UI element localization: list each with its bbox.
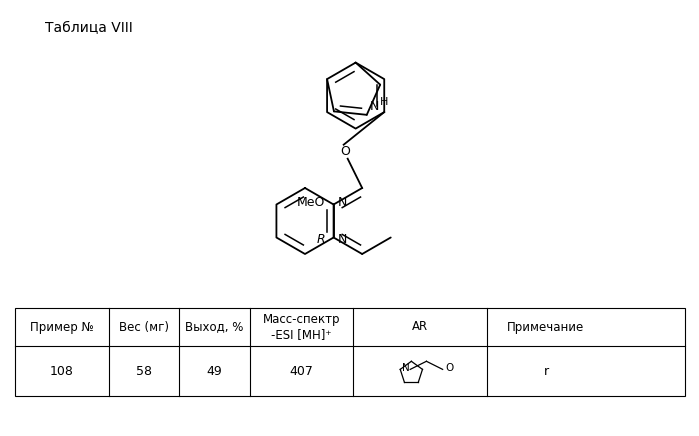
Text: Таблица VIII: Таблица VIII — [45, 21, 133, 35]
Text: 108: 108 — [50, 364, 74, 378]
Text: N: N — [338, 233, 347, 246]
Text: N: N — [402, 363, 410, 373]
Text: Пример №: Пример № — [30, 320, 94, 334]
Text: r: r — [543, 364, 549, 378]
Text: R: R — [317, 233, 326, 246]
Text: 49: 49 — [206, 364, 222, 378]
Text: 58: 58 — [136, 364, 152, 378]
Text: Вес (мг): Вес (мг) — [119, 320, 169, 334]
Text: 407: 407 — [289, 364, 313, 378]
Text: MeO: MeO — [297, 196, 326, 209]
Text: O: O — [446, 363, 454, 373]
Text: O: O — [340, 145, 351, 158]
Text: H: H — [380, 97, 388, 107]
Text: AR: AR — [412, 320, 428, 334]
Text: Масс-спектр
-ESI [MH]⁺: Масс-спектр -ESI [MH]⁺ — [263, 313, 340, 341]
Text: Выход, %: Выход, % — [185, 320, 243, 334]
Text: Примечание: Примечание — [507, 320, 584, 334]
Bar — [15, 308, 685, 396]
Text: N: N — [338, 196, 347, 209]
Text: N: N — [370, 100, 379, 113]
